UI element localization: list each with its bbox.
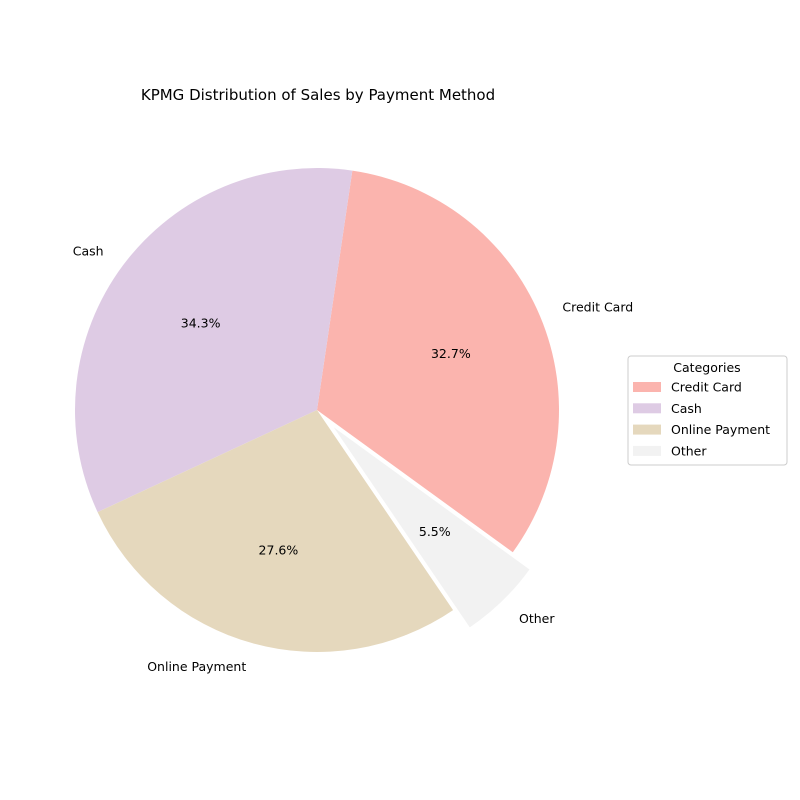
legend-entry-label: Online Payment [671, 422, 770, 437]
legend-box [627, 355, 788, 466]
pie-labels: 32.7% Credit Card 34.3% Cash 27.6% Online Pay… [73, 243, 633, 674]
slice-percent-label: 32.7% [431, 346, 471, 361]
pie-slices [75, 168, 559, 652]
legend-swatch [633, 403, 661, 414]
slice-category-label: Cash [73, 243, 104, 258]
pie-slice-other [333, 427, 530, 628]
legend-title: Categories [673, 360, 740, 375]
slice-percent-label: 5.5% [419, 524, 451, 539]
slice-category-label: Online Payment [147, 659, 246, 674]
legend: Categories Credit Card Cash Online Payment… [627, 355, 788, 466]
chart-title: KPMG Distribution of Sales by Payment Me… [141, 86, 495, 104]
slice-category-label: Other [519, 611, 555, 626]
legend-swatch [633, 382, 661, 392]
legend-entry-label: Cash [671, 401, 702, 416]
legend-swatch [633, 424, 661, 435]
legend-entry-label: Credit Card [671, 380, 742, 395]
pie-slice-online-payment [97, 410, 454, 652]
pie-slice-credit-card [317, 170, 559, 553]
slice-percent-label: 34.3% [181, 316, 221, 331]
legend-entry-label: Other [671, 443, 707, 458]
slice-percent-label: 27.6% [259, 542, 299, 557]
pie-slice-cash [75, 168, 353, 513]
slice-category-label: Credit Card [562, 299, 633, 314]
legend-swatch [633, 445, 661, 456]
